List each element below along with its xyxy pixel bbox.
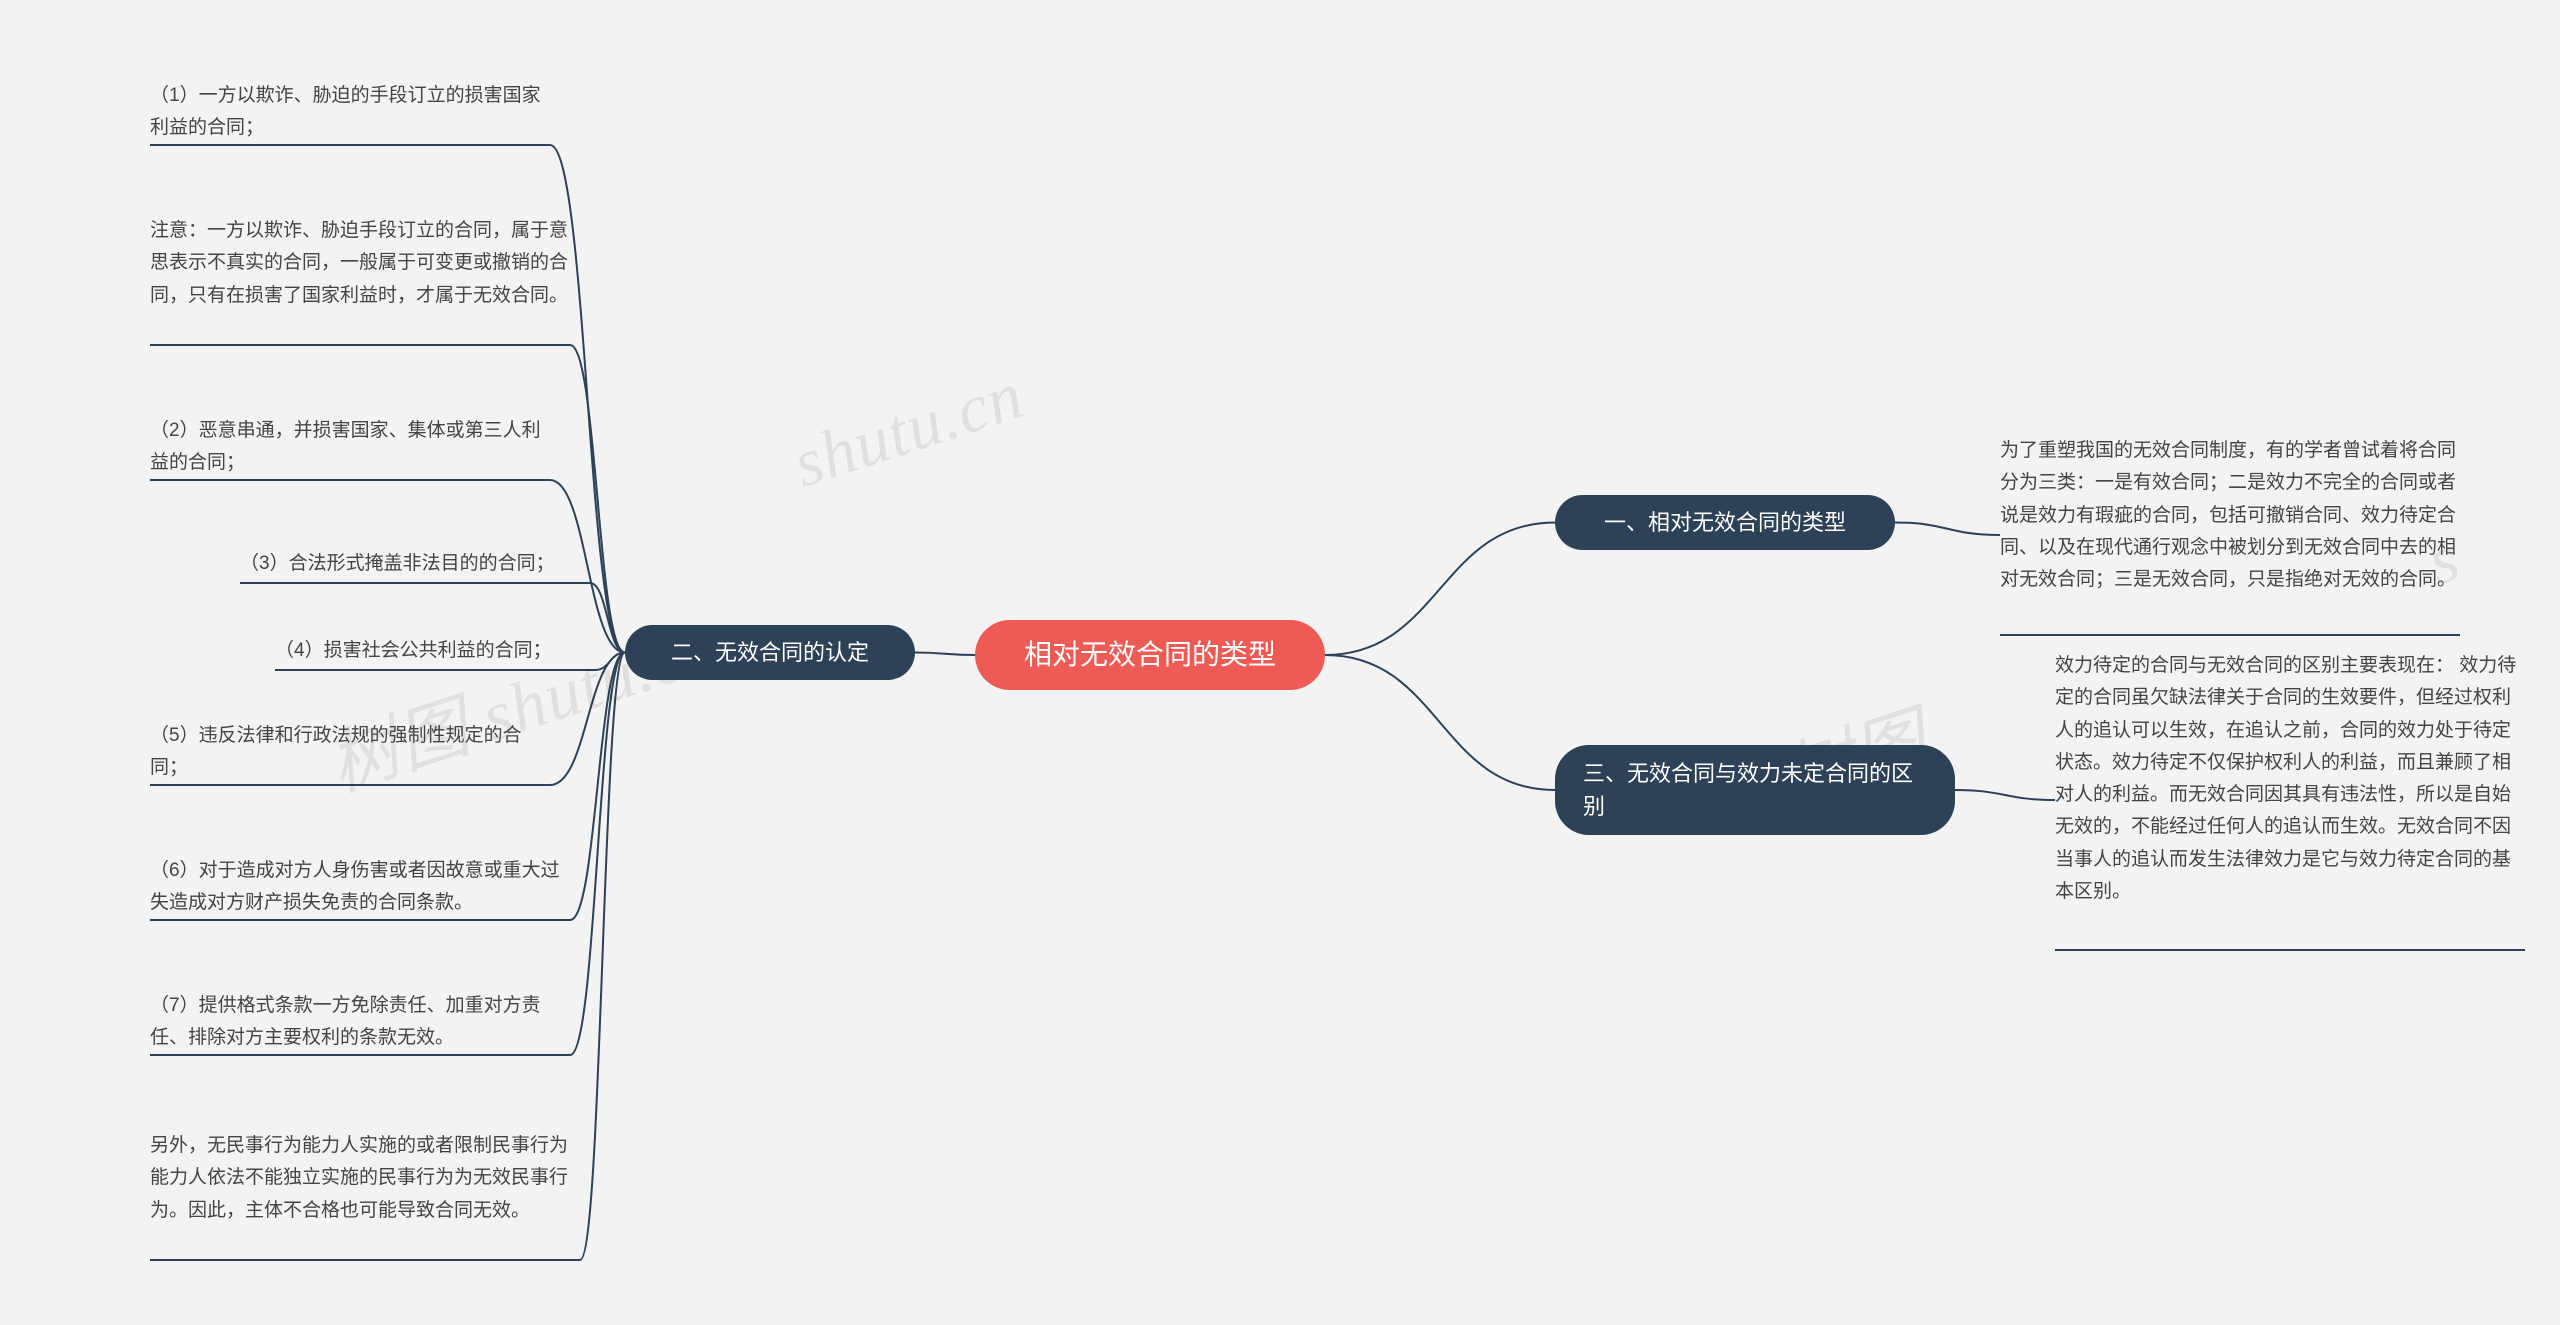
leaf-node: 注意：一方以欺诈、胁迫手段订立的合同，属于意思表示不真实的合同，一般属于可变更或… <box>150 215 570 312</box>
watermark: shutu.cn <box>784 355 1033 503</box>
leaf-node: （5）违反法律和行政法规的强制性规定的合同； <box>150 720 550 785</box>
leaf-node: 为了重塑我国的无效合同制度，有的学者曾试着将合同分为三类：一是有效合同；二是效力… <box>2000 435 2460 596</box>
leaf-node: 效力待定的合同与无效合同的区别主要表现在： 效力待定的合同虽欠缺法律关于合同的生… <box>2055 650 2525 908</box>
leaf-text: （4）损害社会公共利益的合同； <box>275 640 552 661</box>
leaf-text: （1）一方以欺诈、胁迫的手段订立的损害国家利益的合同； <box>150 85 541 138</box>
leaf-text: （3）合法形式掩盖非法目的的合同； <box>240 553 555 574</box>
leaf-node: （4）损害社会公共利益的合同； <box>275 635 595 667</box>
leaf-node: （1）一方以欺诈、胁迫的手段订立的损害国家利益的合同； <box>150 80 550 145</box>
branch-label: 一、相对无效合同的类型 <box>1604 506 1846 539</box>
center-node-label: 相对无效合同的类型 <box>1024 634 1276 676</box>
center-node: 相对无效合同的类型 <box>975 620 1325 690</box>
leaf-text: （5）违反法律和行政法规的强制性规定的合同； <box>150 725 522 778</box>
leaf-text: 另外，无民事行为能力人实施的或者限制民事行为能力人依法不能独立实施的民事行为为无… <box>150 1135 568 1221</box>
leaf-node: 另外，无民事行为能力人实施的或者限制民事行为能力人依法不能独立实施的民事行为为无… <box>150 1130 580 1227</box>
leaf-node: （7）提供格式条款一方免除责任、加重对方责任、排除对方主要权利的条款无效。 <box>150 990 570 1055</box>
leaf-text: 注意：一方以欺诈、胁迫手段订立的合同，属于意思表示不真实的合同，一般属于可变更或… <box>150 220 568 306</box>
leaf-text: （7）提供格式条款一方免除责任、加重对方责任、排除对方主要权利的条款无效。 <box>150 995 541 1048</box>
branch-node-b3: 三、无效合同与效力未定合同的区别 <box>1555 745 1955 835</box>
leaf-node: （6）对于造成对方人身伤害或者因故意或重大过失造成对方财产损失免责的合同条款。 <box>150 855 570 920</box>
branch-label: 三、无效合同与效力未定合同的区别 <box>1583 757 1927 823</box>
branch-node-b1: 一、相对无效合同的类型 <box>1555 495 1895 550</box>
leaf-text: （2）恶意串通，并损害国家、集体或第三人利益的合同； <box>150 420 541 473</box>
leaf-text: 效力待定的合同与无效合同的区别主要表现在： 效力待定的合同虽欠缺法律关于合同的生… <box>2055 655 2516 902</box>
leaf-node: （3）合法形式掩盖非法目的的合同； <box>240 548 590 580</box>
leaf-node: （2）恶意串通，并损害国家、集体或第三人利益的合同； <box>150 415 550 480</box>
leaf-text: 为了重塑我国的无效合同制度，有的学者曾试着将合同分为三类：一是有效合同；二是效力… <box>2000 440 2456 590</box>
mindmap-canvas: 树图 shutu.cnshutu.cn树图s 相对无效合同的类型 一、相对无效合… <box>0 0 2560 1325</box>
branch-label: 二、无效合同的认定 <box>671 636 869 669</box>
leaf-text: （6）对于造成对方人身伤害或者因故意或重大过失造成对方财产损失免责的合同条款。 <box>150 860 560 913</box>
branch-node-b2: 二、无效合同的认定 <box>625 625 915 680</box>
